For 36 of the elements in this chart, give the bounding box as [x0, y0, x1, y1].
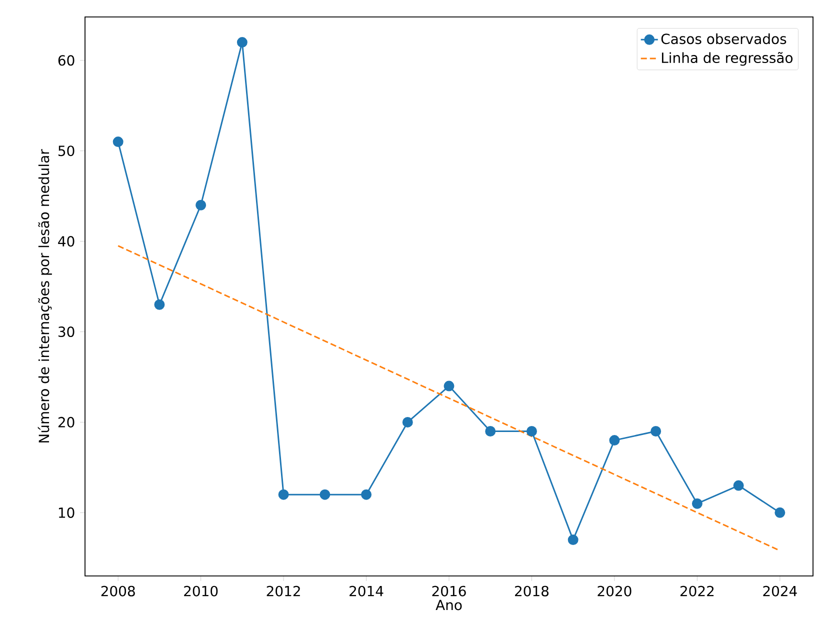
- x-tick-label: 2012: [266, 586, 300, 596]
- point: [609, 435, 620, 446]
- x-tick-label: 2008: [101, 586, 135, 596]
- point: [278, 489, 289, 500]
- y-tick-label: 40: [58, 236, 74, 247]
- y-axis-title: Número de internações por lesão medular: [38, 149, 52, 442]
- point: [154, 299, 165, 310]
- x-tick-label: 2018: [515, 586, 549, 596]
- x-tick-label: 2020: [598, 586, 632, 596]
- point: [196, 200, 206, 210]
- point: [112, 136, 124, 148]
- x-tick-label: 2022: [680, 586, 714, 596]
- y-tick-label: 30: [58, 326, 74, 338]
- point: [526, 426, 537, 437]
- x-tick-label: 2016: [432, 586, 466, 596]
- x-tick-label: 2024: [763, 586, 797, 596]
- point: [485, 426, 496, 437]
- y-tick-label: 20: [58, 416, 74, 428]
- point: [361, 489, 372, 500]
- point: [650, 426, 662, 437]
- y-tick-label: 60: [58, 55, 74, 66]
- point: [320, 489, 330, 500]
- legend-label: Casos observados: [661, 33, 786, 44]
- x-axis-title: Ano: [436, 600, 462, 610]
- point: [236, 37, 248, 48]
- point: [733, 480, 744, 491]
- point: [568, 534, 578, 546]
- point: [402, 416, 413, 428]
- y-tick-label: 10: [58, 507, 74, 518]
- point: [774, 507, 786, 518]
- legend-label: Linha de regressão: [662, 52, 793, 66]
- x-tick-label: 2010: [184, 586, 218, 596]
- point: [444, 380, 454, 392]
- x-tick-label: 2014: [350, 586, 384, 596]
- y-tick-label: 50: [58, 146, 74, 156]
- point: [692, 498, 702, 509]
